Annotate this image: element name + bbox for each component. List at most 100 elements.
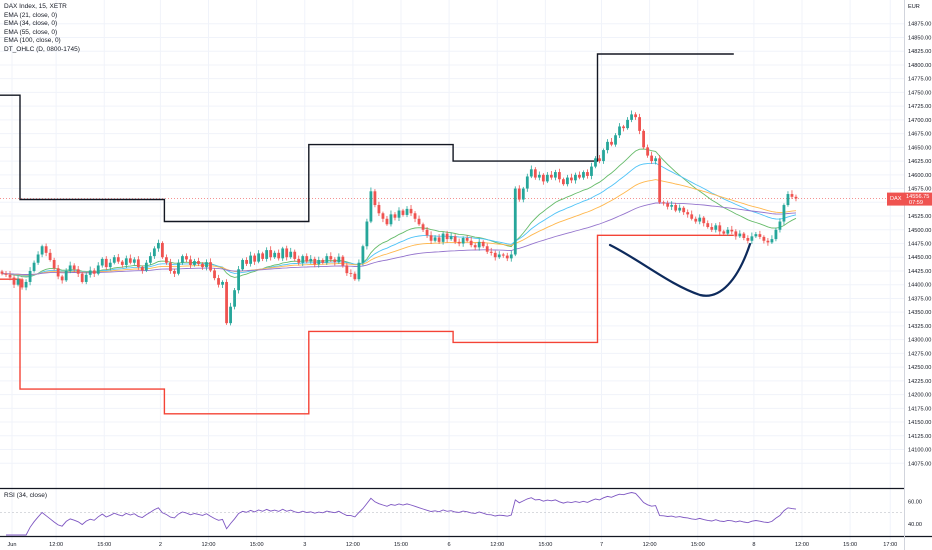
candle-body xyxy=(473,245,477,248)
price-tag-countdown: 07:59 xyxy=(909,200,923,206)
candle-body xyxy=(60,276,64,281)
candle-body xyxy=(309,258,313,262)
candle-body xyxy=(148,256,152,263)
candle-body xyxy=(658,158,662,203)
price-tick-label: 14300.00 xyxy=(908,338,931,344)
candle-body xyxy=(790,194,794,197)
candle-body xyxy=(221,281,224,285)
candle-body xyxy=(185,256,188,260)
candle-body xyxy=(401,210,405,215)
time-tick-label: 12:00 xyxy=(490,542,504,548)
candle-body xyxy=(618,126,621,136)
candle-body xyxy=(650,155,654,162)
rsi-legend[interactable]: RSI (34, close) xyxy=(4,492,47,499)
candlesticks[interactable] xyxy=(0,110,798,326)
candle-body xyxy=(357,262,361,280)
ema-55-line xyxy=(1,179,797,276)
candle-body xyxy=(265,250,269,259)
time-tick-label: 12:00 xyxy=(643,542,657,548)
price-tick-label: 14250.00 xyxy=(908,365,931,371)
price-tick-label: 14525.00 xyxy=(908,214,931,220)
candle-body xyxy=(445,233,449,240)
candle-body xyxy=(273,252,277,258)
candle-body xyxy=(52,259,56,269)
candle-body xyxy=(165,257,168,263)
candle-body xyxy=(140,267,144,271)
price-tick-label: 14500.00 xyxy=(908,228,931,234)
candle-body xyxy=(425,229,429,236)
candle-body xyxy=(513,188,517,255)
price-tick-label: 14725.00 xyxy=(908,104,931,110)
price-tick-label: 14450.00 xyxy=(908,255,931,261)
candle-body xyxy=(213,270,216,279)
legend-ema-34[interactable]: EMA (34, close, 0) xyxy=(4,20,58,28)
price-tick-label: 14350.00 xyxy=(908,310,931,316)
candle-body xyxy=(497,254,501,258)
candle-body xyxy=(662,202,666,204)
legend-ema-55[interactable]: EMA (55, close, 0) xyxy=(4,28,58,36)
candle-body xyxy=(634,114,637,118)
candle-body xyxy=(766,240,770,243)
ema-21-line xyxy=(1,148,797,278)
ema-34-line xyxy=(1,162,797,277)
candle-body xyxy=(193,261,196,265)
candle-body xyxy=(96,265,100,274)
price-tick-label: 14150.00 xyxy=(908,420,931,426)
candle-body xyxy=(489,251,493,253)
price-tick-label: 14075.00 xyxy=(908,461,931,467)
candle-body xyxy=(529,169,533,177)
legend-ema-100[interactable]: EMA (100, close, 0) xyxy=(4,37,61,45)
candle-body xyxy=(417,218,421,225)
candle-body xyxy=(152,248,156,257)
candle-body xyxy=(537,174,541,178)
legend-symbol[interactable]: DAX Index, 15, XETR xyxy=(4,3,67,10)
candle-body xyxy=(630,114,633,120)
legend-dt-ohlc[interactable]: DT_OHLC (D, 0800-1745) xyxy=(4,45,80,53)
candle-body xyxy=(144,262,148,271)
price-axis[interactable]: 14075.00 14100.00 14125.00 14150.00 14175.00… xyxy=(908,22,931,468)
price-tick-label: 14600.00 xyxy=(908,173,931,179)
candle-body xyxy=(209,262,212,271)
candle-body xyxy=(4,273,8,275)
candle-body xyxy=(501,254,505,256)
candle-body xyxy=(321,259,325,263)
time-axis[interactable]: Jun 12:00 15:00 2 12:00 15:00 3 12:00 15:00 6 12:0… xyxy=(8,542,898,548)
candle-body xyxy=(229,306,232,324)
candle-body xyxy=(622,126,625,129)
candle-body xyxy=(413,213,417,219)
candle-body xyxy=(389,214,393,225)
candle-body xyxy=(261,253,265,259)
candle-body xyxy=(20,279,24,288)
candle-body xyxy=(754,234,758,237)
candle-body xyxy=(76,269,80,274)
candle-body xyxy=(277,252,281,259)
candle-body xyxy=(461,238,465,244)
candle-body xyxy=(638,117,641,131)
candle-body xyxy=(465,238,469,241)
candle-body xyxy=(313,258,317,265)
candle-body xyxy=(429,235,433,241)
candle-body xyxy=(545,174,549,182)
candle-body xyxy=(594,158,597,167)
candle-body xyxy=(329,256,333,260)
candle-body xyxy=(44,246,48,253)
candle-body xyxy=(24,281,28,288)
legend-ema-21[interactable]: EMA (21, close, 0) xyxy=(4,11,58,19)
candle-body xyxy=(742,233,746,239)
candle-body xyxy=(0,271,4,274)
rsi-line xyxy=(6,492,797,536)
candle-body xyxy=(393,214,397,218)
candle-body xyxy=(88,270,92,275)
candle-body xyxy=(201,263,204,268)
candle-body xyxy=(453,236,457,242)
candle-body xyxy=(782,205,786,222)
drawn-curve[interactable] xyxy=(608,242,752,297)
candle-body xyxy=(161,242,164,258)
ema-lines xyxy=(1,148,797,278)
candle-body xyxy=(421,224,425,230)
price-tick-label: 14125.00 xyxy=(908,434,931,440)
candle-body xyxy=(341,256,345,266)
price-tick-label: 14700.00 xyxy=(908,118,931,124)
